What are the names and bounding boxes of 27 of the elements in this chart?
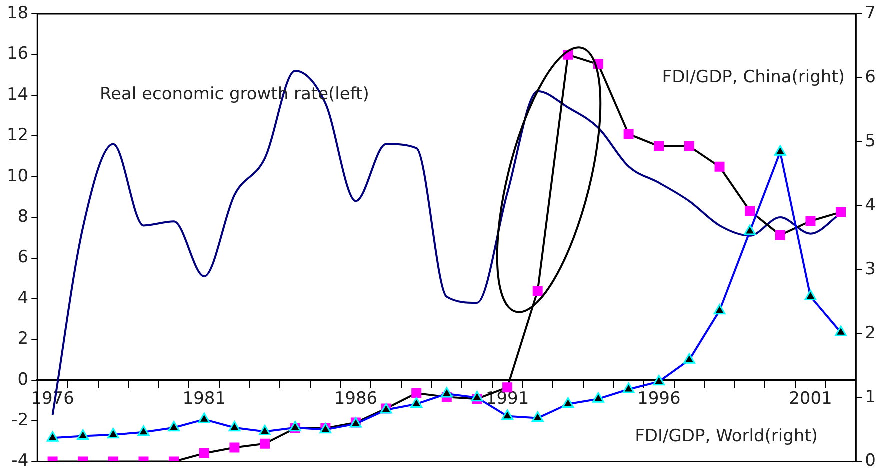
y-tick-label: 18 [6, 3, 29, 24]
x-tick-label: 1986 [334, 389, 378, 410]
y-tick-label: -2 [12, 410, 29, 431]
y2-tick-label: 5 [865, 131, 876, 152]
x-tick-label: 1996 [637, 389, 681, 410]
x-tick-label: 1991 [486, 389, 530, 410]
y2-tick-label: 2 [865, 323, 876, 344]
y-tick-label: 0 [18, 370, 29, 390]
y2-tick-label: 4 [865, 195, 876, 216]
y-tick-label: 10 [6, 166, 29, 186]
series-label: FDI/GDP, World(right) [635, 426, 818, 446]
y-tick-label: 16 [6, 44, 29, 64]
y2-tick-label: 7 [865, 3, 876, 24]
y2-tick-label: 3 [865, 259, 876, 280]
y-tick-label: -4 [12, 451, 29, 472]
y-tick-label: 6 [18, 248, 29, 268]
y-tick-label: 2 [18, 329, 29, 350]
x-tick-label: 1981 [182, 389, 226, 410]
x-tick-label: 2001 [789, 389, 832, 410]
y-tick-label: 12 [6, 126, 29, 146]
text: FDI/GDP, China(right) [662, 67, 845, 88]
y2-tick-label: 6 [865, 67, 876, 88]
y2-tick-label: 0 [865, 451, 876, 472]
y2-tick-label: 1 [865, 387, 876, 408]
y-tick-label: 4 [18, 288, 29, 308]
y-tick-label: 8 [18, 206, 29, 227]
y-tick-label: 14 [6, 84, 29, 105]
